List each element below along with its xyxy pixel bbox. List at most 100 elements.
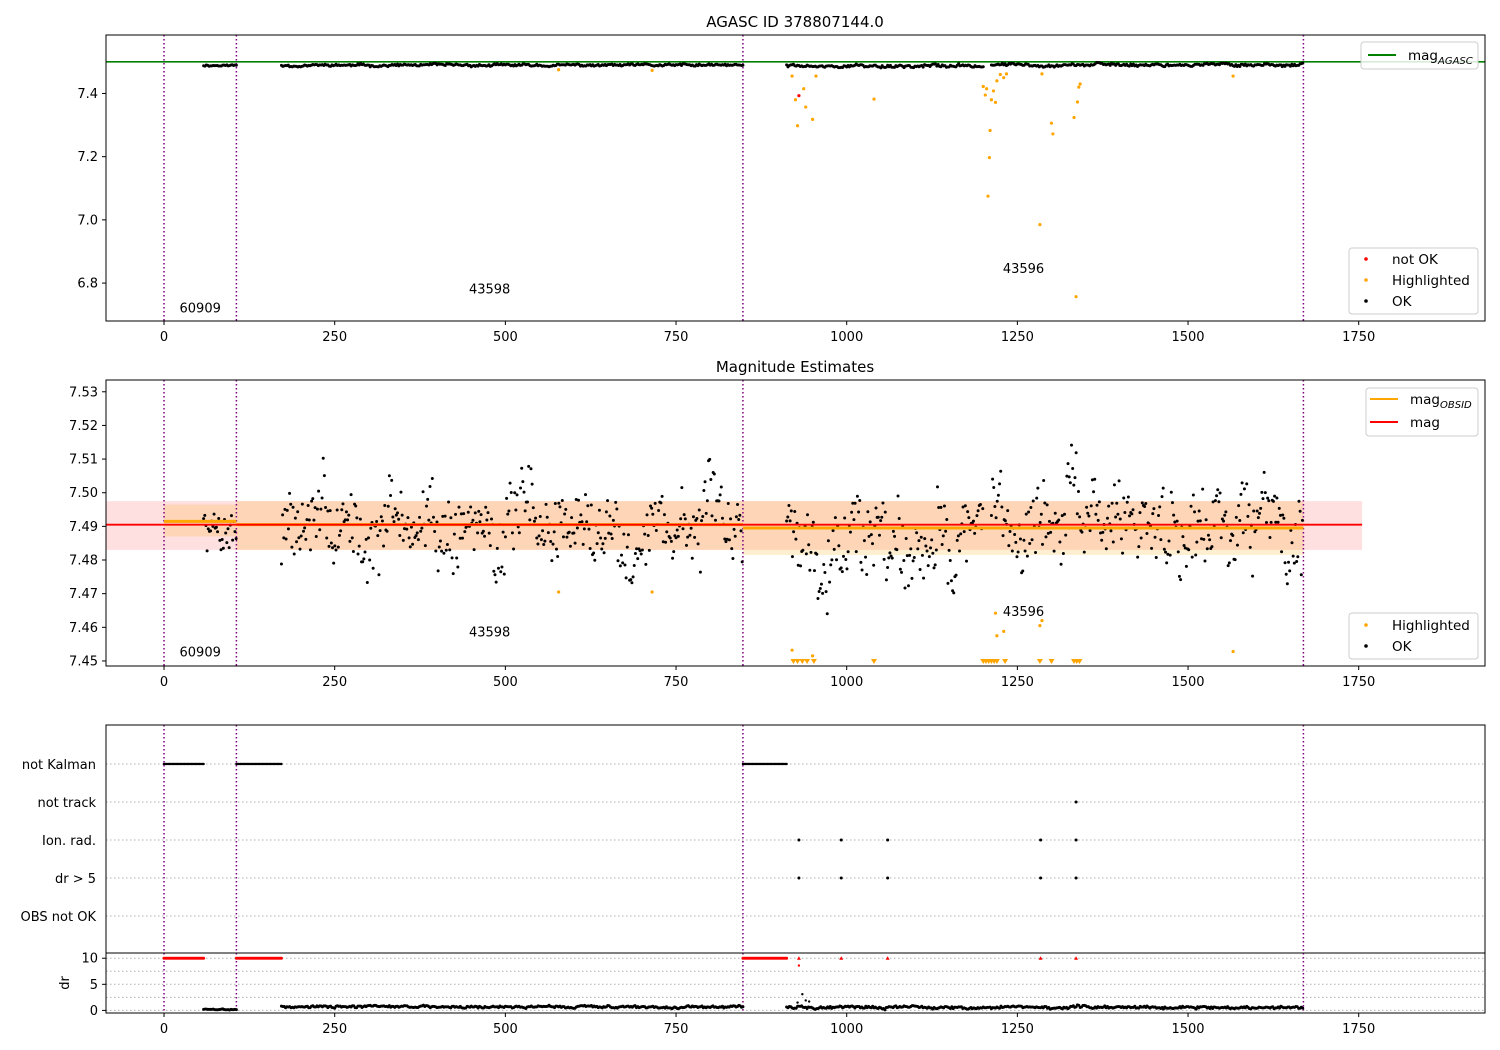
ok-point: [935, 485, 939, 489]
ok-point: [954, 573, 958, 577]
ok-point: [423, 544, 427, 548]
ok-point: [1096, 518, 1100, 522]
legend-dot-swatch: [1364, 257, 1368, 261]
x-tick-label: 1750: [1342, 330, 1375, 345]
ok-point: [333, 544, 337, 548]
dr-axis-label: dr: [58, 976, 73, 990]
ok-point: [435, 520, 439, 524]
ok-point: [459, 512, 463, 516]
ok-point: [377, 573, 381, 577]
ok-point: [740, 560, 744, 564]
ok-point: [669, 539, 673, 543]
ok-point: [500, 565, 504, 569]
ok-point: [1140, 501, 1144, 505]
ok-point: [391, 515, 395, 519]
ok-point: [481, 529, 485, 533]
highlighted-point: [650, 68, 654, 72]
flag-row-label: Ion. rad.: [42, 834, 96, 849]
ok-point: [635, 547, 639, 551]
ok-point: [501, 530, 505, 534]
flag-point: [202, 762, 205, 766]
ok-point: [557, 501, 561, 505]
ok-point: [725, 537, 729, 541]
ok-point: [833, 516, 837, 520]
ok-point: [1300, 518, 1304, 522]
ok-point: [1064, 533, 1068, 537]
ok-point: [328, 509, 332, 513]
ok-point: [573, 541, 577, 545]
ok-point: [1198, 519, 1202, 523]
ok-point: [1245, 482, 1249, 486]
ok-point: [857, 510, 861, 514]
ok-point: [696, 542, 700, 546]
ok-point: [1242, 487, 1246, 491]
ok-point: [430, 477, 434, 481]
not-ok-point: [797, 94, 801, 98]
ok-point: [689, 526, 693, 530]
ok-point: [1211, 500, 1215, 504]
ok-point: [455, 556, 459, 560]
ok-point: [293, 516, 297, 520]
highlighted-point: [1049, 121, 1054, 125]
ok-point: [1094, 512, 1098, 516]
ok-point: [1291, 554, 1295, 558]
ok-point: [717, 499, 721, 503]
flag-row-label: OBS not OK: [21, 910, 97, 925]
ok-point: [876, 515, 880, 519]
ok-point: [682, 513, 686, 517]
ok-point: [217, 517, 221, 521]
ok-point: [1289, 528, 1293, 532]
obsid-label: 43596: [1003, 605, 1044, 620]
obsid-label: 60909: [180, 301, 221, 316]
ok-point: [633, 552, 637, 556]
highlighted-point: [1231, 74, 1235, 78]
ok-point: [786, 515, 790, 519]
dr-point: [1301, 1006, 1305, 1010]
ok-point: [843, 516, 847, 520]
ok-point: [462, 512, 466, 516]
ok-point: [585, 520, 589, 524]
ok-point: [299, 534, 303, 538]
ok-point: [971, 519, 975, 523]
ok-point: [1167, 539, 1171, 543]
ok-point: [921, 65, 925, 69]
ok-point: [1179, 578, 1183, 582]
ok-point: [1240, 481, 1244, 485]
ok-point: [503, 535, 507, 539]
ok-point: [978, 503, 982, 507]
ok-point: [448, 548, 452, 552]
ok-point: [356, 552, 360, 556]
ok-point: [884, 578, 888, 582]
ok-point: [1251, 574, 1255, 578]
ok-point: [1023, 549, 1027, 553]
flags-panel: not Kalman not track Ion. rad. dr > 5 OBS no…: [21, 724, 1486, 1037]
ok-point: [297, 536, 301, 540]
ok-point: [738, 513, 742, 517]
ok-point: [1086, 511, 1090, 515]
ok-point: [560, 498, 564, 502]
ok-point: [877, 533, 881, 537]
ok-point: [1119, 537, 1123, 541]
ok-point: [310, 499, 314, 503]
ok-point: [438, 539, 442, 543]
ok-point: [282, 536, 286, 540]
ok-point: [1281, 513, 1285, 517]
ok-point: [632, 564, 636, 568]
ok-point: [593, 558, 597, 562]
ok-point: [962, 530, 966, 534]
ok-point: [1301, 61, 1305, 65]
ok-point: [1208, 538, 1212, 542]
ok-point: [572, 531, 576, 535]
ok-point: [933, 62, 937, 66]
ok-point: [1092, 490, 1096, 494]
ok-point: [211, 524, 215, 528]
ok-point: [890, 556, 894, 560]
ok-point: [286, 527, 290, 531]
ok-point: [895, 548, 899, 552]
ok-point: [314, 535, 318, 539]
ok-point: [320, 496, 324, 500]
legend-label: OK: [1392, 639, 1413, 655]
ok-point: [1058, 540, 1062, 544]
y-tick-label: 7.50: [69, 486, 98, 501]
ok-point: [349, 493, 353, 497]
